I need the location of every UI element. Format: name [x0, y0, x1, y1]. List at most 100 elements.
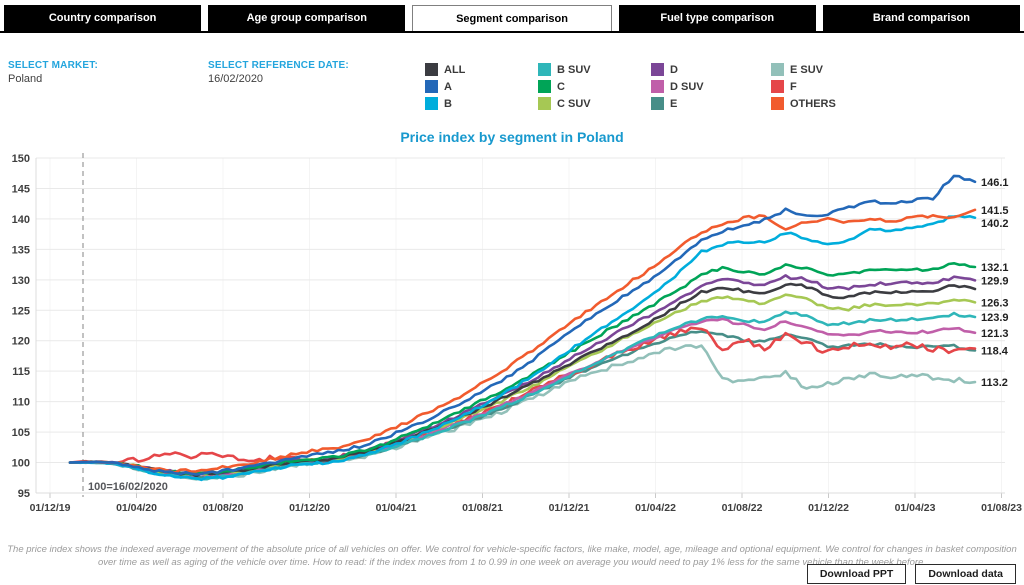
legend-swatch-icon — [538, 80, 551, 93]
legend-item-c[interactable]: C — [538, 78, 643, 95]
legend-label: B — [444, 97, 452, 110]
x-axis-tick-label: 01/04/21 — [376, 502, 417, 514]
reference-annotation: 100=16/02/2020 — [88, 481, 168, 493]
series-end-label: 123.9 — [981, 312, 1009, 324]
legend-swatch-icon — [771, 63, 784, 76]
legend-item-e[interactable]: E — [651, 95, 763, 112]
legend-label: D SUV — [670, 80, 704, 93]
series-line-a — [68, 174, 977, 476]
tab-fuel-type-comparison[interactable]: Fuel type comparison — [618, 5, 816, 31]
legend-swatch-icon — [771, 97, 784, 110]
legend-label: C SUV — [557, 97, 591, 110]
legend-label: E SUV — [790, 63, 824, 76]
chart-area: 95 100 105 110 115 120 125 130 135 140 145 150 01/12… — [0, 145, 1024, 520]
y-axis-tick-label: 105 — [12, 427, 30, 439]
series-end-label: 126.3 — [981, 297, 1009, 309]
filter-market: SELECT MARKET: Poland — [8, 60, 98, 85]
y-axis-tick-label: 130 — [12, 275, 30, 287]
y-axis-tick-label: 100 — [12, 458, 30, 470]
legend-item-all[interactable]: ALL — [425, 61, 530, 78]
legend-swatch-icon — [651, 63, 664, 76]
series-end-label: 140.2 — [981, 218, 1009, 230]
legend-label: E — [670, 97, 678, 110]
x-axis-tick-label: 01/12/19 — [30, 502, 71, 514]
series-lines — [68, 174, 977, 482]
chart-title: Price index by segment in Poland — [400, 129, 624, 145]
x-axis-tick-label: 01/04/22 — [635, 502, 676, 514]
legend-item-e-suv[interactable]: E SUV — [771, 61, 881, 78]
series-line-d — [68, 274, 977, 476]
series-end-label: 146.1 — [981, 177, 1009, 189]
y-axis-tick-label: 145 — [12, 183, 30, 195]
legend: ALL A B B SUV C C SUV D D SUV E E SUV F OTHERS — [425, 61, 881, 112]
x-axis-tick-label: 01/04/20 — [116, 502, 157, 514]
reference-date-select[interactable]: 16/02/2020 — [208, 73, 264, 85]
y-axis-tick-label: 110 — [12, 397, 30, 409]
series-end-label: 113.2 — [981, 377, 1008, 389]
series-end-label: 121.3 — [981, 328, 1009, 340]
legend-item-a[interactable]: A — [425, 78, 530, 95]
legend-label: OTHERS — [790, 97, 836, 110]
y-axis-tick-label: 125 — [12, 305, 30, 317]
series-line-e-suv — [68, 344, 977, 481]
legend-item-d[interactable]: D — [651, 61, 763, 78]
series-end-label: 141.5 — [981, 205, 1009, 217]
y-axis-tick-label: 135 — [12, 244, 30, 256]
series-line-others — [68, 208, 977, 474]
legend-item-b-suv[interactable]: B SUV — [538, 61, 643, 78]
legend-item-others[interactable]: OTHERS — [771, 95, 881, 112]
y-axis-tick-label: 95 — [18, 488, 30, 500]
tab-country-comparison[interactable]: Country comparison — [4, 5, 202, 31]
methodology-note: The price index shows the indexed averag… — [7, 544, 1017, 569]
series-line-f — [68, 326, 977, 465]
legend-swatch-icon — [425, 80, 438, 93]
download-ppt-button[interactable]: Download PPT — [806, 564, 907, 584]
series-end-label: 132.1 — [981, 262, 1009, 274]
download-data-button[interactable]: Download data — [915, 564, 1016, 584]
legend-swatch-icon — [651, 97, 664, 110]
market-select[interactable]: Poland — [8, 73, 43, 85]
legend-label: ALL — [444, 63, 466, 76]
x-axis-tick-label: 01/08/23 — [981, 502, 1022, 514]
legend-swatch-icon — [425, 97, 438, 110]
legend-item-b[interactable]: B — [425, 95, 530, 112]
legend-swatch-icon — [538, 97, 551, 110]
legend-swatch-icon — [538, 63, 551, 76]
legend-item-d-suv[interactable]: D SUV — [651, 78, 763, 95]
series-line-b — [68, 214, 977, 482]
price-index-chart: 95 100 105 110 115 120 125 130 135 140 145 150 01/12… — [12, 153, 1022, 514]
series-end-label: 129.9 — [981, 275, 1009, 287]
x-axis-tick-label: 01/08/22 — [722, 502, 763, 514]
x-axis-tick-label: 01/04/23 — [895, 502, 936, 514]
legend-swatch-icon — [651, 80, 664, 93]
x-axis-tick-label: 01/12/21 — [549, 502, 590, 514]
series-end-label: 118.4 — [981, 345, 1009, 357]
series-line-e — [68, 330, 977, 479]
x-axis-tick-label: 01/08/20 — [203, 502, 244, 514]
market-label: SELECT MARKET: — [8, 60, 99, 71]
legend-swatch-icon — [425, 63, 438, 76]
y-axis-tick-label: 150 — [12, 153, 30, 165]
download-buttons: Download PPT Download data — [806, 564, 1016, 584]
x-axis-tick-label: 01/08/21 — [462, 502, 503, 514]
filter-reference-date: SELECT REFERENCE DATE: 16/02/2020 — [208, 60, 349, 85]
legend-item-c-suv[interactable]: C SUV — [538, 95, 643, 112]
tab-age-group-comparison[interactable]: Age group comparison — [208, 5, 406, 31]
legend-label: A — [444, 80, 452, 93]
y-axis-tick-label: 120 — [12, 336, 30, 348]
legend-label: D — [670, 63, 678, 76]
y-axis-tick-label: 115 — [12, 366, 30, 378]
legend-label: F — [790, 80, 797, 93]
x-axis-tick-label: 01/12/22 — [808, 502, 849, 514]
tab-segment-comparison[interactable]: Segment comparison — [412, 5, 612, 31]
tab-brand-comparison[interactable]: Brand comparison — [822, 5, 1021, 31]
series-line-b-suv — [68, 310, 977, 481]
y-axis-tick-label: 140 — [12, 214, 30, 226]
x-axis-tick-label: 01/12/20 — [289, 502, 330, 514]
legend-swatch-icon — [771, 80, 784, 93]
legend-item-f[interactable]: F — [771, 78, 881, 95]
grid — [35, 157, 1005, 498]
legend-label: B SUV — [557, 63, 591, 76]
